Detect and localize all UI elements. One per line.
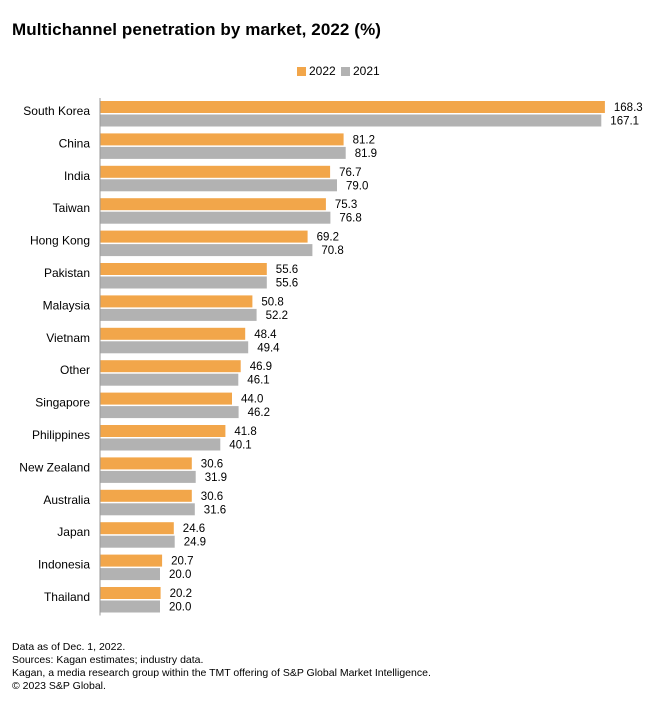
value-label-2021-south-korea: 167.1: [610, 116, 639, 128]
bar-2022-singapore: [100, 392, 232, 405]
category-label-taiwan: Taiwan: [53, 201, 90, 215]
bar-2022-india: [100, 165, 331, 178]
value-label-2022-singapore: 44.0: [241, 394, 263, 406]
value-label-2022-indonesia: 20.7: [171, 556, 193, 568]
value-label-2021-hong-kong: 70.8: [321, 245, 343, 257]
value-label-2021-vietnam: 49.4: [257, 342, 280, 354]
value-label-2022-other: 46.9: [250, 361, 272, 373]
footnote-date: Data as of Dec. 1, 2022.: [12, 641, 126, 653]
chart-title: Multichannel penetration by market, 2022…: [12, 20, 382, 39]
bar-2022-new-zealand: [100, 457, 192, 470]
legend-swatch-2022: [297, 66, 306, 76]
category-label-vietnam: Vietnam: [46, 331, 90, 345]
category-label-new-zealand: New Zealand: [19, 460, 90, 474]
category-label-south-korea: South Korea: [23, 104, 90, 118]
value-label-2021-pakistan: 55.6: [276, 278, 298, 290]
bar-2021-japan: [100, 535, 175, 548]
bar-2022-japan: [100, 522, 174, 535]
bar-2021-australia: [100, 503, 195, 516]
value-label-2022-australia: 30.6: [201, 491, 223, 503]
legend-item-2021: 2021: [341, 64, 380, 78]
category-label-indonesia: Indonesia: [38, 558, 90, 572]
bar-2021-india: [100, 179, 337, 192]
value-label-2021-china: 81.9: [355, 148, 377, 160]
bar-2021-thailand: [100, 600, 160, 613]
bar-2021-china: [100, 146, 346, 159]
bar-2022-other: [100, 360, 241, 373]
value-label-2021-australia: 31.6: [204, 504, 226, 516]
bar-2021-vietnam: [100, 341, 249, 354]
legend-label-2022: 2022: [309, 64, 336, 78]
category-label-japan: Japan: [57, 525, 90, 539]
value-label-2022-malaysia: 50.8: [261, 296, 283, 308]
legend-item-2022: 2022: [297, 64, 336, 78]
value-label-2021-new-zealand: 31.9: [205, 472, 227, 484]
value-label-2021-taiwan: 76.8: [339, 213, 361, 225]
value-label-2022-china: 81.2: [353, 134, 375, 146]
footnote-copyright: © 2023 S&P Global.: [12, 680, 106, 692]
bar-2021-new-zealand: [100, 470, 196, 483]
category-label-philippines: Philippines: [32, 428, 90, 442]
bar-2022-taiwan: [100, 198, 326, 211]
value-label-2022-new-zealand: 30.6: [201, 458, 223, 470]
value-label-2021-indonesia: 20.0: [169, 569, 191, 581]
value-label-2022-hong-kong: 69.2: [317, 232, 339, 244]
footnote-sources: Sources: Kagan estimates; industry data.: [12, 654, 204, 666]
bar-2021-hong-kong: [100, 244, 313, 257]
value-label-2021-malaysia: 52.2: [266, 310, 288, 322]
footnotes: Data as of Dec. 1, 2022. Sources: Kagan …: [12, 641, 431, 693]
category-label-australia: Australia: [43, 493, 90, 507]
category-label-thailand: Thailand: [44, 590, 90, 604]
bar-2022-hong-kong: [100, 230, 308, 243]
value-label-2021-thailand: 20.0: [169, 602, 191, 614]
value-label-2021-japan: 24.9: [184, 537, 206, 549]
bar-2021-other: [100, 373, 239, 386]
value-label-2021-singapore: 46.2: [248, 407, 270, 419]
bar-2022-vietnam: [100, 327, 246, 340]
bar-2022-pakistan: [100, 263, 267, 275]
category-label-malaysia: Malaysia: [43, 298, 91, 312]
bar-2021-taiwan: [100, 211, 331, 224]
value-label-2022-india: 76.7: [339, 167, 361, 179]
bar-2021-pakistan: [100, 276, 267, 289]
bar-2021-malaysia: [100, 308, 257, 321]
legend-label-2021: 2021: [353, 64, 380, 78]
category-label-other: Other: [60, 363, 90, 377]
value-label-2022-south-korea: 168.3: [614, 102, 643, 114]
bar-2021-south-korea: [100, 114, 602, 127]
value-label-2022-pakistan: 55.6: [276, 264, 298, 276]
value-label-2022-philippines: 41.8: [234, 426, 256, 438]
value-label-2022-thailand: 20.2: [170, 588, 192, 600]
value-label-2022-japan: 24.6: [183, 523, 205, 535]
footnote-kagan: Kagan, a media research group within the…: [12, 667, 431, 679]
bar-chart: South Korea 168.3 167.1 China 81.2 81.9 India 7…: [19, 98, 643, 616]
category-label-china: China: [59, 136, 91, 150]
bar-2021-indonesia: [100, 568, 160, 581]
bar-2022-thailand: [100, 587, 161, 599]
bar-2021-philippines: [100, 438, 221, 451]
value-label-2021-philippines: 40.1: [229, 440, 251, 452]
bar-2022-indonesia: [100, 554, 163, 567]
bar-2022-south-korea: [100, 101, 605, 113]
legend: 2022 2021: [0, 64, 660, 80]
category-label-india: India: [64, 169, 90, 183]
bar-2022-china: [100, 133, 344, 146]
bar-2022-malaysia: [100, 295, 253, 308]
category-label-singapore: Singapore: [35, 396, 90, 410]
bar-2022-australia: [100, 489, 192, 502]
legend-swatch-2021: [341, 66, 350, 76]
value-label-2021-other: 46.1: [247, 375, 269, 387]
bar-2021-singapore: [100, 406, 239, 419]
value-label-2022-taiwan: 75.3: [335, 199, 357, 211]
bar-2022-philippines: [100, 425, 226, 437]
category-label-pakistan: Pakistan: [44, 266, 90, 280]
value-label-2021-india: 79.0: [346, 180, 368, 192]
value-label-2022-vietnam: 48.4: [254, 329, 277, 341]
category-label-hong-kong: Hong Kong: [30, 234, 90, 248]
